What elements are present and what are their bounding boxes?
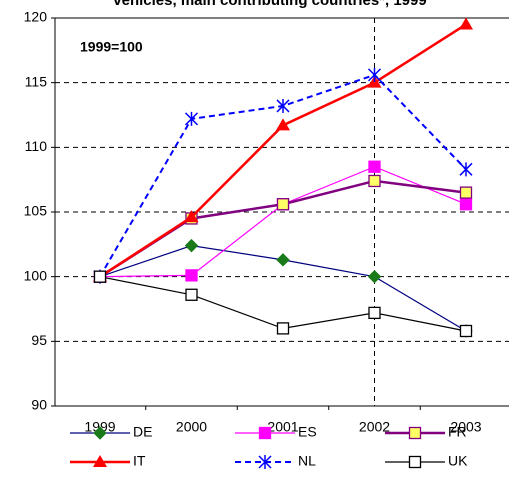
legend-label: NL [298, 453, 316, 469]
marker [184, 210, 199, 223]
legend-label: ES [298, 424, 317, 440]
marker [184, 238, 199, 253]
y-tick-label: 120 [24, 9, 48, 25]
marker [184, 111, 199, 126]
marker [276, 253, 290, 267]
marker [459, 186, 473, 199]
x-tick-label: 2003 [450, 419, 481, 435]
legend-label: UK [448, 453, 468, 469]
annotation: 1999=100 [80, 39, 143, 55]
y-tick-label: 100 [24, 267, 48, 283]
y-tick-label: 115 [25, 73, 48, 89]
y-tick-label: 105 [24, 203, 48, 219]
legend-item: NL [235, 453, 316, 469]
marker [185, 269, 198, 282]
legend-label: IT [133, 453, 146, 469]
marker [459, 198, 473, 211]
marker [93, 455, 107, 467]
x-tick-label: 2000 [176, 419, 207, 435]
marker [276, 322, 290, 335]
marker [368, 306, 381, 320]
marker [93, 426, 107, 440]
marker [459, 162, 473, 177]
marker [368, 160, 381, 173]
series-line [99, 23, 467, 278]
y-tick-label: 90 [31, 397, 47, 413]
marker [367, 269, 382, 284]
chart-title: vehicles, main contributing countries*, … [113, 0, 426, 9]
marker [459, 17, 473, 30]
marker [408, 455, 422, 469]
marker [276, 118, 290, 131]
legend-item: FR [385, 424, 467, 440]
legend-label: FR [448, 424, 467, 440]
y-tick-label: 110 [25, 138, 48, 154]
marker [368, 174, 381, 188]
legend-item: DE [70, 424, 152, 440]
marker [185, 288, 198, 301]
marker [258, 426, 272, 440]
legend-item: IT [70, 453, 146, 469]
x-tick-label: 2002 [359, 419, 390, 435]
legend-item: ES [235, 424, 317, 440]
marker [459, 324, 473, 338]
marker [258, 455, 272, 469]
legend-label: DE [133, 424, 152, 440]
marker [276, 198, 290, 211]
marker [276, 98, 290, 113]
x-tick-label: 2001 [267, 419, 298, 435]
marker [367, 67, 382, 82]
legend-item: UK [385, 453, 468, 469]
y-tick-label: 95 [31, 332, 47, 348]
marker [408, 426, 422, 440]
marker [93, 270, 107, 283]
